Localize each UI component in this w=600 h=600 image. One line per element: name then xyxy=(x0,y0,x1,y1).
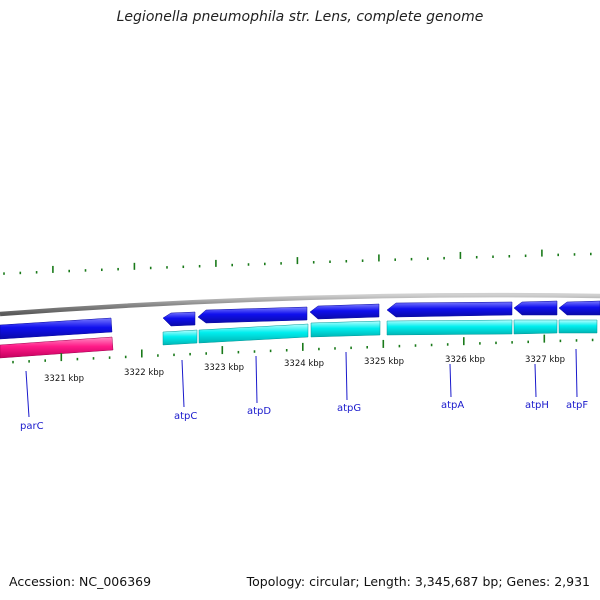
gene-label-atpF[interactable]: atpF xyxy=(566,400,588,411)
gene-label-atpG[interactable]: atpG xyxy=(337,403,361,414)
gene-labels: parC atpC atpD atpG atpA atpH atpF xyxy=(20,400,588,432)
rna-feature[interactable] xyxy=(0,336,114,359)
leader-line xyxy=(449,363,452,398)
gene-label-atpA[interactable]: atpA xyxy=(441,400,464,411)
forward-cds[interactable] xyxy=(558,300,600,316)
forward-cds[interactable] xyxy=(309,303,380,320)
gene-label-atpH[interactable]: atpH xyxy=(525,400,549,411)
gene-label-atpC[interactable]: atpC xyxy=(174,411,197,422)
reverse-cds[interactable] xyxy=(198,323,309,344)
forward-cds[interactable] xyxy=(513,300,558,316)
outer-tick-ring xyxy=(3,249,592,275)
leader-line xyxy=(534,363,537,398)
reverse-cds[interactable] xyxy=(386,319,513,336)
genome-stats-label: Topology: circular; Length: 3,345,687 bp… xyxy=(246,574,590,589)
reverse-cds[interactable] xyxy=(162,329,198,346)
scale-label: 3327 kbp xyxy=(525,355,565,365)
forward-cds[interactable] xyxy=(0,317,113,340)
forward-cds[interactable] xyxy=(197,306,308,324)
reverse-strand-track xyxy=(162,319,598,346)
leader-line xyxy=(575,348,578,398)
scale-label: 3325 kbp xyxy=(364,357,404,367)
scale-label: 3323 kbp xyxy=(204,363,244,373)
leader-line xyxy=(345,351,348,401)
inner-tick-ring xyxy=(12,334,594,364)
gene-leader-lines xyxy=(25,348,578,418)
scale-label: 3322 kbp xyxy=(124,368,164,378)
leader-line xyxy=(25,370,30,418)
reverse-cds[interactable] xyxy=(310,320,381,338)
backbone-arc xyxy=(0,292,600,317)
gene-label-parC[interactable]: parC xyxy=(20,421,44,432)
forward-cds[interactable] xyxy=(162,311,196,327)
leader-line xyxy=(181,359,185,408)
gene-label-atpD[interactable]: atpD xyxy=(247,406,271,417)
forward-strand-track xyxy=(0,300,600,340)
leader-line xyxy=(255,355,258,404)
scale-label: 3321 kbp xyxy=(44,374,84,384)
reverse-cds[interactable] xyxy=(558,319,598,334)
scale-labels: 3321 kbp 3322 kbp 3323 kbp 3324 kbp 3325… xyxy=(44,355,565,384)
accession-label: Accession: NC_006369 xyxy=(9,574,152,589)
reverse-cds[interactable] xyxy=(513,319,558,335)
scale-label: 3326 kbp xyxy=(445,355,485,365)
forward-cds[interactable] xyxy=(386,301,513,318)
map-title: Legionella pneumophila str. Lens, comple… xyxy=(116,9,484,25)
scale-label: 3324 kbp xyxy=(284,359,324,369)
